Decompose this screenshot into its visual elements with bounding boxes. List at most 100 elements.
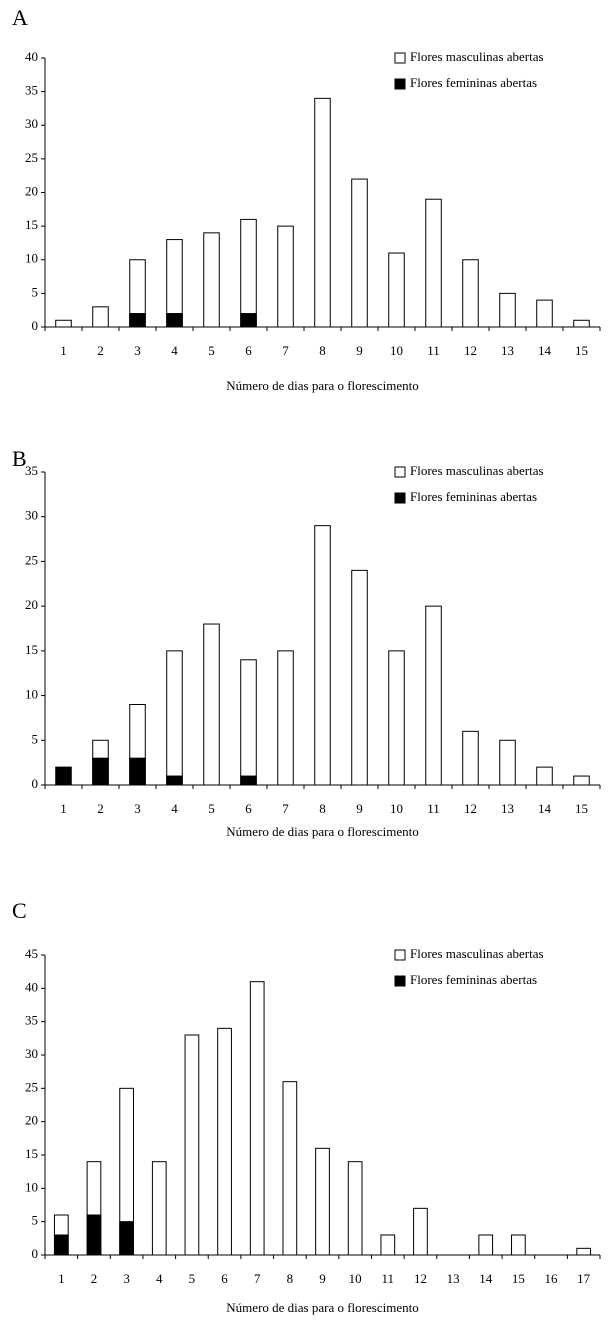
bar: [536, 766, 553, 786]
y-tick-label: 35: [25, 1013, 38, 1028]
x-tick-label: 11: [427, 343, 440, 358]
y-tick-label: 10: [25, 1179, 38, 1194]
bar: [240, 313, 257, 328]
y-tick-label: 40: [25, 49, 38, 64]
x-tick-label: 10: [390, 801, 403, 816]
bar: [388, 650, 405, 786]
bar: [413, 1207, 428, 1256]
bar: [166, 775, 183, 786]
y-tick-label: 10: [25, 687, 38, 702]
y-tick-label: 40: [25, 979, 38, 994]
x-tick-label: 12: [464, 343, 477, 358]
x-tick-label: 4: [171, 801, 178, 816]
bar: [240, 659, 257, 786]
bar: [277, 225, 294, 328]
bar: [129, 313, 146, 328]
bar: [166, 650, 183, 786]
legend-label: Flores masculinas abertas: [410, 49, 544, 64]
bar: [166, 313, 183, 328]
x-tick-label: 7: [282, 343, 289, 358]
legend-label: Flores femininas abertas: [410, 75, 537, 90]
x-tick-label: 3: [134, 343, 141, 358]
bar: [462, 259, 479, 328]
x-tick-label: 15: [575, 343, 588, 358]
y-tick-label: 25: [25, 150, 38, 165]
y-tick-label: 10: [25, 251, 38, 266]
x-tick-label: 13: [501, 801, 514, 816]
bar: [347, 1161, 363, 1256]
bar: [314, 97, 331, 328]
bar: [380, 1234, 396, 1256]
x-tick-label: 3: [134, 801, 141, 816]
y-tick-label: 20: [25, 1113, 38, 1128]
x-tick-label: 8: [319, 801, 326, 816]
x-tick-label: 17: [577, 1271, 591, 1286]
x-tick-label: 13: [501, 343, 514, 358]
x-tick-label: 4: [156, 1271, 163, 1286]
y-tick-label: 5: [32, 1213, 39, 1228]
bar: [240, 775, 257, 786]
bar: [203, 232, 220, 328]
bar: [388, 252, 405, 328]
legend-label: Flores femininas abertas: [410, 972, 537, 987]
x-tick-label: 1: [60, 343, 67, 358]
y-tick-label: 5: [32, 284, 39, 299]
x-tick-label: 3: [123, 1271, 130, 1286]
bar: [249, 981, 265, 1256]
x-axis-title: Número de dias para o florescimento: [226, 378, 418, 393]
bar: [240, 218, 257, 328]
y-tick-label: 20: [25, 597, 38, 612]
x-tick-label: 14: [538, 801, 552, 816]
bar: [425, 605, 442, 786]
bar: [55, 766, 72, 786]
y-tick-label: 35: [25, 83, 38, 98]
x-tick-label: 15: [512, 1271, 525, 1286]
x-tick-label: 4: [171, 343, 178, 358]
legend-swatch: [394, 52, 406, 64]
legend-swatch: [394, 466, 406, 478]
x-tick-label: 6: [221, 1271, 228, 1286]
bar: [573, 319, 590, 328]
x-tick-label: 1: [60, 801, 67, 816]
bar: [462, 730, 479, 786]
legend-swatch: [394, 492, 406, 504]
y-tick-label: 0: [32, 1246, 39, 1261]
bar: [425, 198, 442, 328]
bar: [151, 1161, 167, 1256]
bar: [351, 569, 368, 786]
y-tick-label: 0: [32, 318, 39, 333]
y-tick-label: 20: [25, 183, 38, 198]
y-tick-label: 30: [25, 508, 38, 523]
legend-swatch: [394, 78, 406, 90]
x-tick-label: 10: [349, 1271, 362, 1286]
x-tick-label: 2: [97, 801, 104, 816]
y-tick-label: 30: [25, 1046, 38, 1061]
x-tick-label: 12: [414, 1271, 427, 1286]
y-tick-label: 15: [25, 1146, 38, 1161]
bar: [573, 775, 590, 786]
y-tick-label: 25: [25, 552, 38, 567]
panel-label: B: [12, 446, 27, 471]
x-tick-label: 5: [208, 343, 215, 358]
legend-label: Flores masculinas abertas: [410, 463, 544, 478]
panel-label: C: [12, 898, 27, 923]
bar: [282, 1081, 298, 1256]
x-tick-label: 16: [545, 1271, 559, 1286]
x-tick-label: 2: [91, 1271, 98, 1286]
bar: [55, 319, 72, 328]
panel-label: A: [12, 5, 28, 30]
x-tick-label: 8: [319, 343, 326, 358]
x-tick-label: 1: [58, 1271, 65, 1286]
bar: [92, 757, 109, 786]
x-tick-label: 5: [208, 801, 215, 816]
x-tick-label: 14: [479, 1271, 493, 1286]
bar: [315, 1147, 330, 1256]
y-tick-label: 15: [25, 642, 38, 657]
legend-swatch: [394, 975, 406, 987]
legend-label: Flores masculinas abertas: [410, 946, 544, 961]
y-tick-label: 25: [25, 1079, 38, 1094]
legend-label: Flores femininas abertas: [410, 489, 537, 504]
x-tick-label: 11: [382, 1271, 395, 1286]
bar: [217, 1027, 232, 1256]
